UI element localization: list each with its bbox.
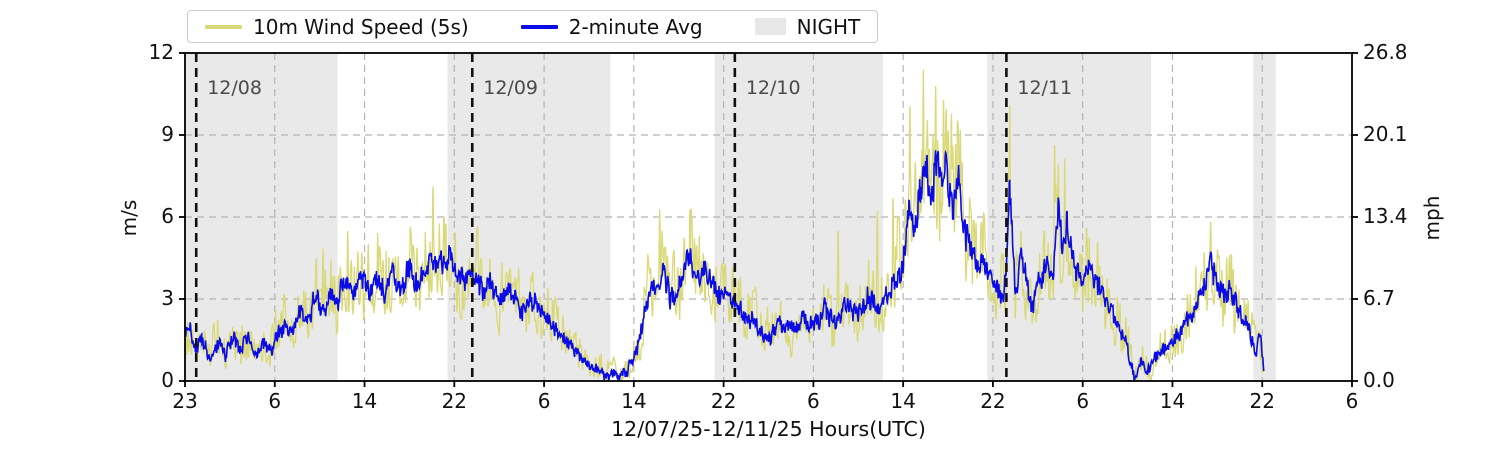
y-tick-label-right: 6.7: [1363, 286, 1395, 310]
x-tick-label: 22: [441, 389, 468, 413]
x-tick-label: 14: [621, 389, 647, 413]
legend-item-night: NIGHT: [754, 14, 861, 39]
x-tick-label: 22: [710, 389, 737, 413]
x-tick-label: 23: [172, 389, 198, 413]
x-tick-label: 22: [980, 389, 1006, 413]
x-axis-label: 12/07/25-12/11/25 Hours(UTC): [611, 417, 926, 441]
legend-item-avg: 2-minute Avg: [520, 14, 703, 39]
x-tick-label: 14: [890, 389, 916, 413]
x-tick-label: 14: [351, 389, 378, 413]
avg-wind-speed-series: [184, 149, 1265, 382]
x-tick-label: 22: [1249, 389, 1275, 413]
day-boundary-label: 12/08: [207, 77, 262, 99]
x-tick-label: 6: [1076, 389, 1090, 413]
day-boundary-label: 12/09: [483, 77, 539, 99]
legend-label-avg: 2-minute Avg: [568, 14, 703, 39]
day-boundary-label: 12/10: [745, 77, 801, 99]
avg-series-swatch-icon: [520, 24, 558, 29]
night-patch-swatch-icon: [754, 18, 786, 35]
legend-label-night: NIGHT: [796, 14, 861, 39]
y-axis-label-right: mph: [1420, 195, 1444, 241]
y-tick-label-right: 26.8: [1363, 40, 1408, 64]
legend-item-raw: 10m Wind Speed (5s): [205, 15, 469, 39]
raw-series-swatch-icon: [205, 24, 242, 29]
x-tick-label: 14: [1159, 389, 1186, 413]
y-tick-label-right: 13.4: [1363, 204, 1408, 228]
legend-label-raw: 10m Wind Speed (5s): [253, 14, 469, 39]
y-tick-label-left: 3: [161, 286, 174, 310]
raw-wind-speed-series: [184, 69, 1265, 383]
x-tick-label: 6: [1345, 389, 1359, 413]
x-tick-label: 6: [537, 389, 551, 413]
y-tick-label-left: 9: [161, 122, 174, 146]
chart-legend: 10m Wind Speed (5s) 2-minute Avg NIGHT: [187, 10, 879, 43]
y-tick-label-right: 0.0: [1363, 368, 1395, 392]
x-tick-label: 6: [807, 389, 820, 413]
y-tick-label-left: 12: [148, 40, 174, 64]
day-boundary-label: 12/11: [1017, 77, 1073, 99]
y-tick-label-left: 0: [161, 368, 174, 392]
x-tick-label: 6: [268, 389, 282, 413]
y-tick-label-right: 20.1: [1363, 122, 1408, 146]
y-tick-label-left: 6: [161, 204, 174, 228]
